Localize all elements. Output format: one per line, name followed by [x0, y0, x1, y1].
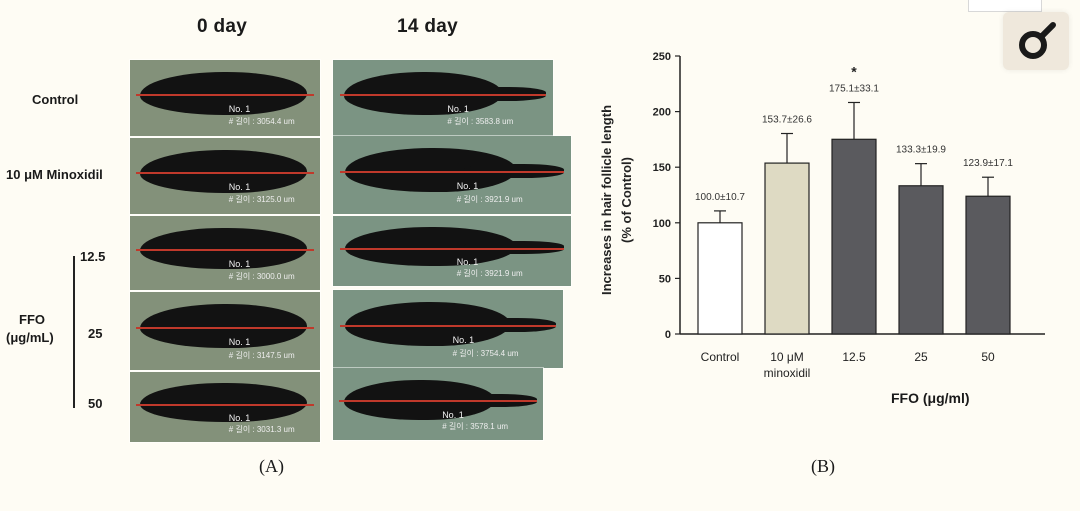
bar [697, 222, 743, 335]
data-label: 133.3±19.9 [896, 145, 946, 156]
x-category-label: 10 μM [770, 350, 804, 364]
measurement-line [339, 94, 547, 97]
length-measurement: # 길이 : 3147.5 um [228, 350, 295, 360]
x-category-label: Control [701, 350, 740, 364]
y-axis-label: Increases in hair follicle length [599, 105, 614, 295]
specimen-number: No. 1 [228, 104, 251, 115]
panel-label-b: (B) [811, 456, 835, 476]
y-tick-label: 100 [653, 218, 671, 230]
x-category-label: 50 [981, 350, 995, 364]
x-category-label: minoxidil [764, 366, 811, 380]
length-measurement: # 길이 : 3578.1 um [442, 422, 509, 432]
measurement-line [135, 172, 315, 175]
specimen-number: No. 1 [456, 181, 479, 192]
bar [965, 195, 1011, 335]
length-measurement: # 길이 : 3921.9 um [456, 268, 523, 278]
specimen-number: No. 1 [447, 104, 469, 115]
length-measurement: # 길이 : 3031.3 um [228, 424, 295, 434]
row-label-control: Control [32, 92, 79, 107]
hair-shaft-shape [448, 393, 537, 407]
y-axis-label-unit: (% of Control) [619, 157, 634, 243]
specimen-number: No. 1 [452, 335, 475, 346]
specimen-number: No. 1 [228, 337, 251, 348]
hair-follicle-shape [139, 227, 307, 270]
bar-chart-svg: 0 50 100 150 200 250 Increases in hair follicl… [599, 51, 1045, 380]
y-tick-label: 200 [653, 107, 671, 119]
specimen-number: No. 1 [228, 258, 251, 269]
data-label: 153.7±26.6 [762, 115, 812, 126]
measurement-line [135, 327, 315, 330]
row-label-12-5: 12.5 [80, 249, 106, 264]
follicle-micrograph: No. 1 # 길이 : 3754.4 um [333, 290, 563, 368]
hair-shaft-shape [463, 241, 564, 254]
follicle-micrograph: No. 1 # 길이 : 3921.9 um [333, 136, 571, 214]
follicle-micrograph: No. 1 # 길이 : 3054.4 um [130, 60, 320, 136]
row-label-25: 25 [88, 326, 103, 341]
top-corner-box [968, 0, 1042, 12]
x-category-label: 25 [914, 350, 928, 364]
bar [831, 138, 877, 335]
bar [764, 162, 810, 335]
hair-follicle-shape [139, 304, 307, 349]
y-tick-label: 0 [665, 329, 671, 341]
measurement-line [339, 325, 557, 328]
ffo-bracket-line [73, 256, 75, 408]
data-label: 100.0±10.7 [695, 192, 745, 203]
follicle-micrograph: No. 1 # 길이 : 3125.0 um [130, 138, 320, 214]
app-logo-badge[interactable] [1003, 12, 1069, 70]
length-measurement: # 길이 : 3754.4 um [452, 348, 519, 358]
hair-follicle-shape [139, 150, 307, 193]
measurement-line [135, 249, 315, 252]
length-measurement: # 길이 : 3000.0 um [228, 271, 295, 281]
col-header-14day: 14 day [397, 16, 458, 37]
follicle-micrograph: No. 1 # 길이 : 3031.3 um [130, 372, 320, 442]
bar [898, 185, 944, 335]
measurement-line [135, 94, 315, 97]
hair-follicle-shape [139, 72, 307, 115]
specimen-number: No. 1 [456, 256, 479, 267]
follicle-micrograph: No. 1 # 길이 : 3583.8 um [333, 60, 553, 136]
row-label-ffo: FFO [19, 312, 45, 327]
data-label: 123.9±17.1 [963, 158, 1013, 169]
length-measurement: # 길이 : 3054.4 um [228, 117, 295, 127]
specimen-number: No. 1 [228, 182, 251, 193]
data-label: 175.1±33.1 [829, 83, 879, 94]
measurement-line [340, 171, 564, 174]
logo-icon [1019, 22, 1056, 59]
row-label-ffo-unit: (μg/mL) [6, 330, 54, 345]
length-measurement: # 길이 : 3583.8 um [447, 117, 514, 127]
measurement-line [135, 403, 315, 406]
bar-chart: 0 50 100 150 200 250 Increases in hair follicl… [590, 40, 1060, 420]
y-tick-label: 50 [659, 273, 671, 285]
specimen-number: No. 1 [442, 409, 464, 420]
x-group-label: FFO (μg/ml) [891, 390, 970, 406]
follicle-micrograph: No. 1 # 길이 : 3921.9 um [333, 216, 571, 286]
row-label-minoxidil: 10 μM Minoxidil [6, 167, 103, 182]
hair-follicle-shape [139, 383, 307, 423]
row-label-50: 50 [88, 396, 103, 411]
y-tick-label: 250 [653, 51, 671, 63]
specimen-number: No. 1 [228, 412, 251, 423]
y-tick-label: 150 [653, 162, 671, 174]
measurement-line [339, 400, 537, 403]
significance-marker: * [851, 63, 857, 79]
length-measurement: # 길이 : 3921.9 um [456, 194, 523, 204]
panel-label-a: (A) [259, 456, 284, 476]
x-category-label: 12.5 [842, 350, 866, 364]
follicle-micrograph: No. 1 # 길이 : 3147.5 um [130, 292, 320, 370]
length-measurement: # 길이 : 3125.0 um [228, 195, 295, 205]
follicle-micrograph: No. 1 # 길이 : 3578.1 um [333, 368, 543, 440]
follicle-micrograph: No. 1 # 길이 : 3000.0 um [130, 216, 320, 290]
measurement-line [340, 247, 564, 250]
col-header-0day: 0 day [197, 16, 248, 37]
